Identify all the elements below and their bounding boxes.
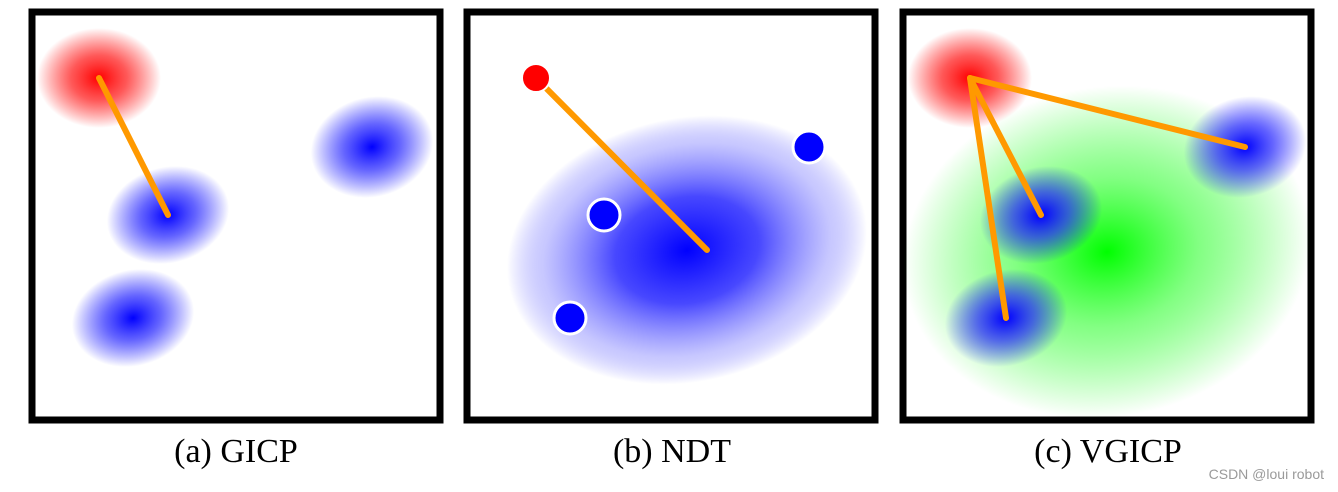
- vgicp-correspondence-line-2: [967, 75, 1044, 218]
- gicp-target-distribution-1: [310, 96, 434, 198]
- ndt-correspondence-line: [533, 75, 710, 253]
- ndt-target-point-3: [552, 300, 588, 336]
- ndt-voxel-distribution: [506, 115, 868, 385]
- panel-vgicp: [871, 0, 1331, 430]
- ndt-target-point-1: [791, 129, 827, 165]
- gicp-target-distribution-3: [71, 268, 195, 368]
- caption-ndt: (b) NDT: [612, 433, 732, 470]
- ndt-target-point-2: [586, 197, 622, 233]
- ndt-diagram: [463, 8, 879, 424]
- caption-vgicp: (c) VGICP: [1034, 433, 1182, 470]
- panel-gicp: [0, 0, 460, 430]
- caption-gicp: (a) GICP: [174, 433, 298, 470]
- panel-ndt: [435, 0, 895, 430]
- watermark: CSDN @loui robot: [1208, 466, 1324, 482]
- vgicp-correspondence-line-1: [967, 75, 1248, 150]
- gicp-diagram: [28, 8, 444, 424]
- vgicp-correspondence-line-3: [967, 75, 1009, 321]
- gicp-correspondence-line: [96, 75, 171, 218]
- ndt-source-point: [521, 63, 551, 93]
- vgicp-diagram: [899, 8, 1315, 424]
